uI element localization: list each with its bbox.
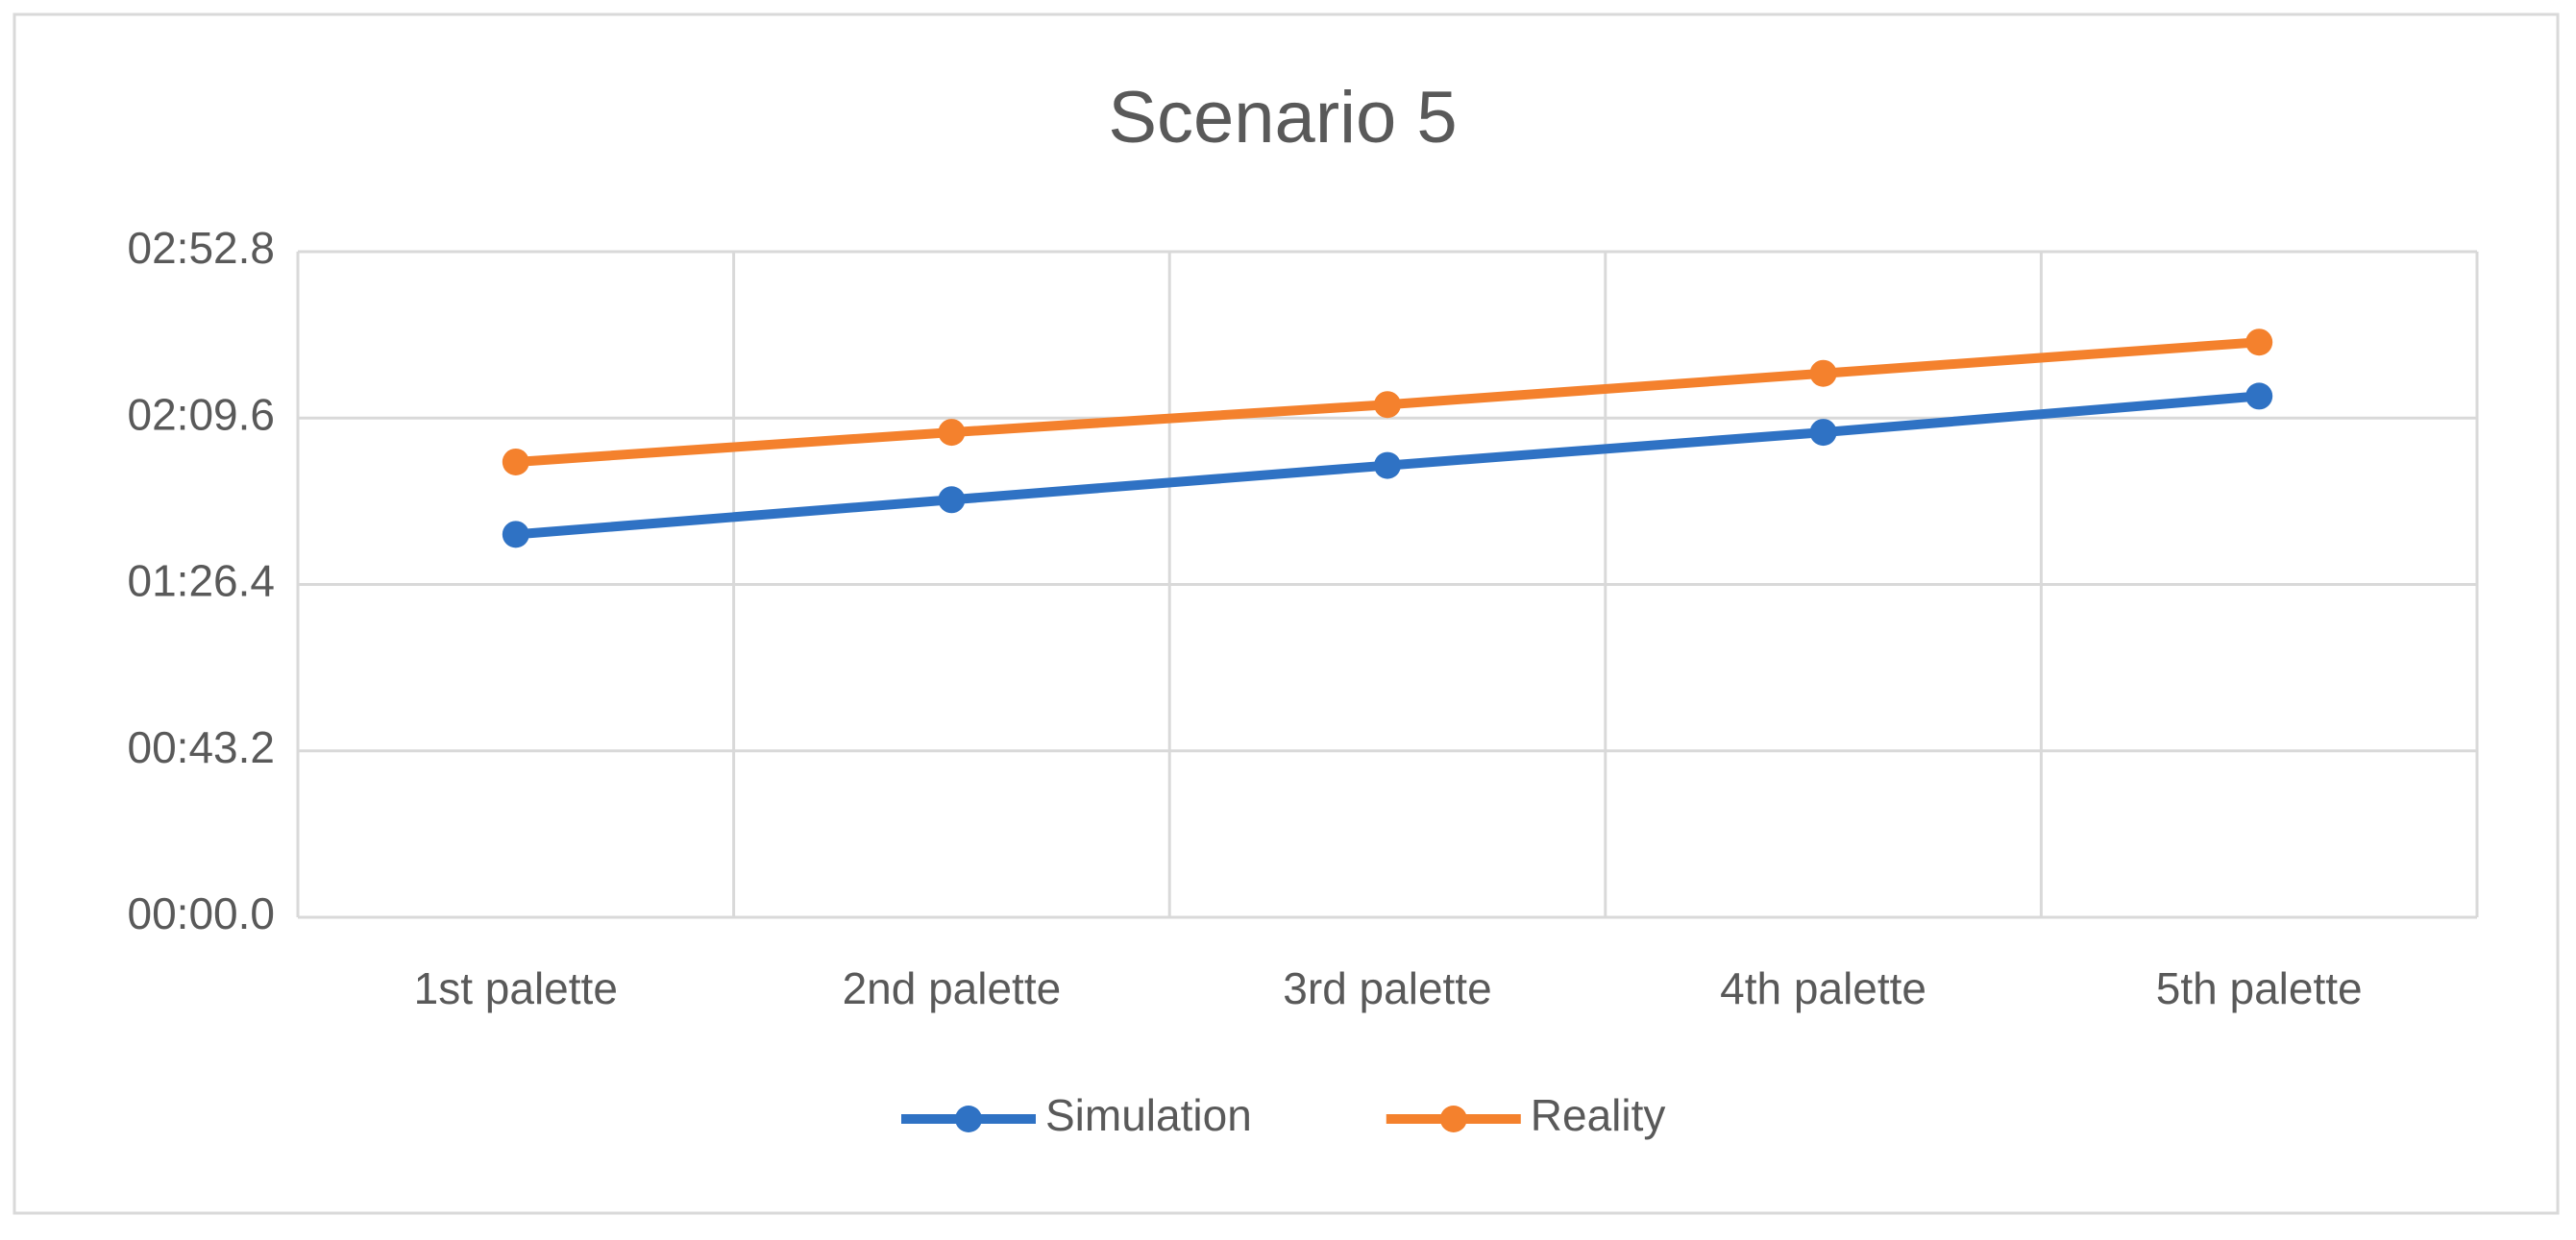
chart-title: Scenario 5 xyxy=(1108,77,1457,158)
y-tick-label: 00:00.0 xyxy=(128,888,275,938)
data-point xyxy=(502,448,529,475)
chart-border xyxy=(12,12,2560,1215)
legend-marker xyxy=(1439,1106,1467,1132)
data-point xyxy=(2245,382,2273,410)
y-tick-label: 00:43.2 xyxy=(128,722,275,772)
y-tick-label: 02:09.6 xyxy=(128,389,275,439)
x-tick-label: 4th palette xyxy=(1720,963,1926,1013)
x-tick-label: 3rd palette xyxy=(1283,963,1491,1013)
x-tick-label: 5th palette xyxy=(2156,963,2363,1013)
data-point xyxy=(2245,328,2273,356)
data-point xyxy=(1809,359,1837,387)
legend-marker xyxy=(955,1106,982,1132)
data-point xyxy=(502,521,529,548)
data-point xyxy=(938,419,966,447)
x-tick-label: 1st palette xyxy=(414,963,618,1013)
legend-label: Simulation xyxy=(1045,1090,1252,1140)
data-point xyxy=(1374,391,1401,419)
data-point xyxy=(1809,419,1837,447)
legend-label: Reality xyxy=(1531,1090,1666,1140)
y-tick-label: 02:52.8 xyxy=(128,223,275,273)
x-tick-label: 2nd palette xyxy=(843,963,1062,1013)
y-tick-label: 01:26.4 xyxy=(128,556,275,606)
data-point xyxy=(1374,451,1401,479)
data-point xyxy=(938,486,966,514)
